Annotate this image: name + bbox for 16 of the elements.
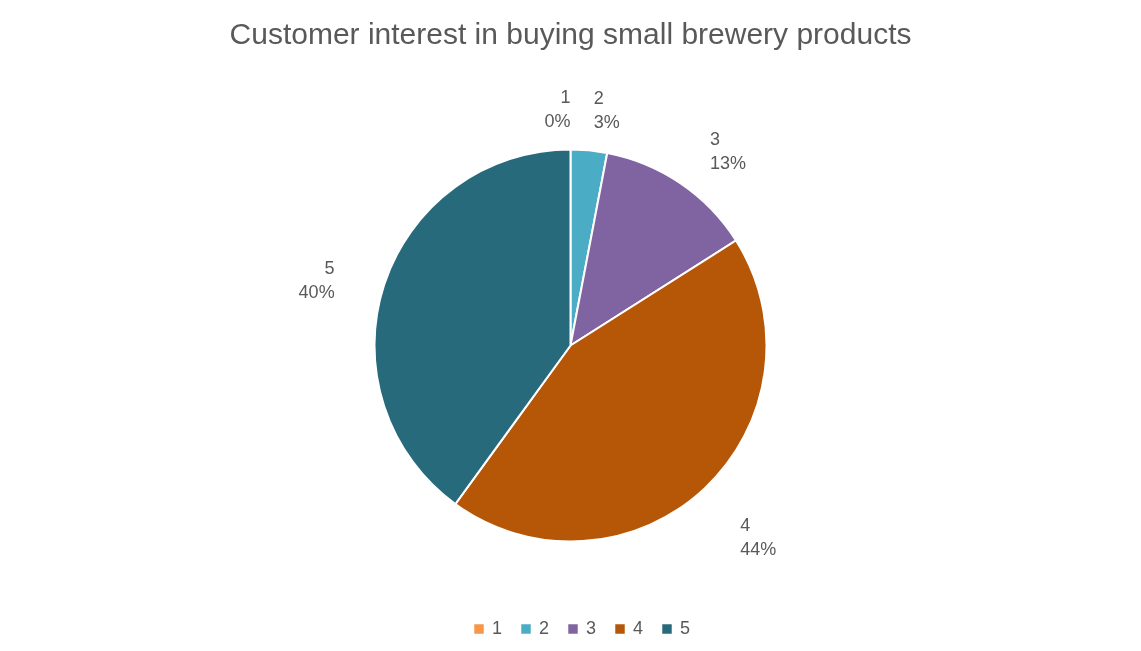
- legend-label: 2: [539, 618, 550, 638]
- legend-label: 5: [680, 618, 691, 638]
- category-label: 1: [560, 86, 571, 107]
- slice-label: 5: [324, 257, 335, 278]
- slice-label: 3: [709, 129, 720, 150]
- data-label: 13%: [709, 153, 746, 174]
- slice-label: 2: [593, 87, 604, 108]
- data-label: 44%: [740, 539, 777, 560]
- chart-title: Customer interest in buying small brewery products: [229, 17, 912, 50]
- data-label: 3%: [593, 111, 620, 132]
- legend-label: 1: [492, 618, 503, 638]
- data-label: 40%: [298, 281, 335, 302]
- text: 0%: [544, 110, 571, 131]
- legend-label: 3: [586, 618, 597, 638]
- legend-label: 4: [633, 618, 644, 638]
- slice-label: 4: [740, 515, 751, 536]
